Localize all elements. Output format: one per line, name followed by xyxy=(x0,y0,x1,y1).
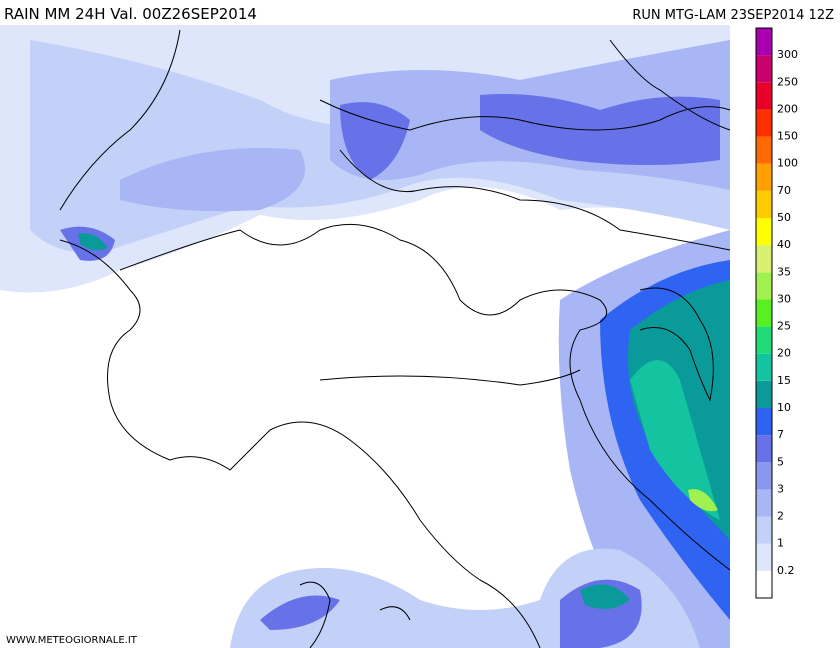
rain-area xyxy=(260,595,340,630)
legend-label: 100 xyxy=(777,157,798,170)
legend-swatch xyxy=(756,163,772,191)
coastline xyxy=(119,223,731,571)
legend-swatch xyxy=(756,516,772,544)
legend-swatch xyxy=(756,136,772,164)
legend-swatch xyxy=(756,326,772,354)
legend-swatch xyxy=(756,408,772,436)
legend-swatch xyxy=(756,55,772,83)
run-info: RUN MTG-LAM 23SEP2014 12Z xyxy=(632,8,834,23)
rain-area xyxy=(580,584,630,609)
legend-swatch xyxy=(756,82,772,110)
legend-label: 5 xyxy=(777,455,784,468)
legend-swatch xyxy=(756,435,772,463)
legend-swatch xyxy=(756,570,772,598)
legend-label: 35 xyxy=(777,265,791,278)
rain-area xyxy=(630,360,720,520)
legend: 0.21235710152025303540507010015020025030… xyxy=(755,27,798,599)
legend-swatch xyxy=(756,543,772,571)
coastline xyxy=(639,287,714,402)
legend-label: 25 xyxy=(777,320,791,333)
border xyxy=(59,29,731,251)
rain-area xyxy=(120,148,305,212)
legend-label: 15 xyxy=(777,374,791,387)
legend-swatch xyxy=(756,462,772,490)
map-title: RAIN MM 24H Val. 00Z26SEP2014 xyxy=(4,5,257,23)
legend-swatch xyxy=(756,299,772,327)
legend-label: 50 xyxy=(777,211,791,224)
legend-label: 10 xyxy=(777,401,791,414)
legend-label: 2 xyxy=(777,510,784,523)
rain-area xyxy=(340,102,410,180)
legend-label: 7 xyxy=(777,428,784,441)
border xyxy=(319,369,581,386)
credit: WWW.METEOGIORNALE.IT xyxy=(6,635,138,646)
legend-swatch xyxy=(756,109,772,137)
precip-map xyxy=(0,25,731,648)
legend-label: 150 xyxy=(777,130,798,143)
legend-label: 250 xyxy=(777,75,798,88)
coastline xyxy=(299,581,411,648)
coastline xyxy=(59,239,541,648)
legend-swatch xyxy=(756,190,772,218)
rain-area xyxy=(78,233,108,251)
legend-swatch xyxy=(756,272,772,300)
legend-label: 0.2 xyxy=(777,564,795,577)
legend-swatch xyxy=(756,353,772,381)
legend-swatch xyxy=(756,380,772,408)
legend-swatch xyxy=(756,489,772,517)
legend-label: 40 xyxy=(777,238,791,251)
legend-swatch xyxy=(756,218,772,246)
legend-label: 1 xyxy=(777,537,784,550)
legend-swatch xyxy=(756,245,772,273)
rain-area xyxy=(688,489,718,512)
legend-label: 30 xyxy=(777,292,791,305)
legend-frame xyxy=(755,27,773,599)
legend-label: 200 xyxy=(777,102,798,115)
legend-swatch xyxy=(756,28,772,56)
legend-label: 20 xyxy=(777,347,791,360)
legend-label: 3 xyxy=(777,482,784,495)
legend-label: 300 xyxy=(777,48,798,61)
legend-label: 70 xyxy=(777,184,791,197)
